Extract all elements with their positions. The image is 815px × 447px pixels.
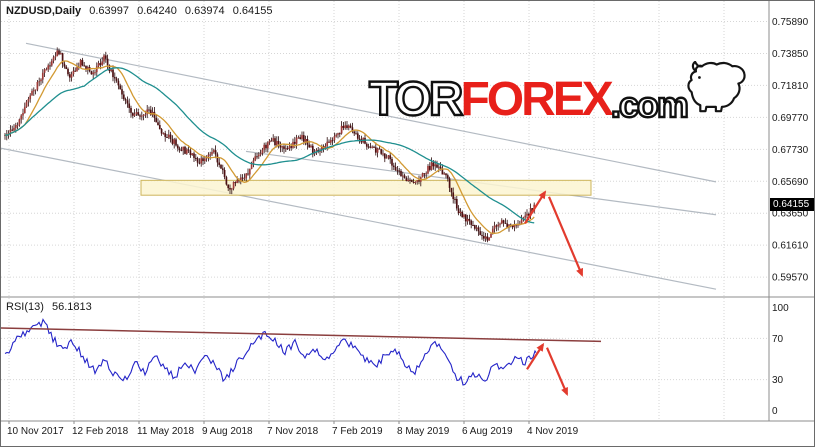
grid-lines	[1, 1, 769, 421]
svg-text:6 Aug 2019: 6 Aug 2019	[462, 426, 513, 437]
current-price-badge: 0.64155	[770, 198, 814, 211]
svg-text:0.63650: 0.63650	[772, 209, 809, 220]
channel-lines	[1, 42, 717, 290]
panel-separators	[1, 1, 814, 422]
svg-text:0.59570: 0.59570	[772, 273, 809, 284]
svg-text:0.65690: 0.65690	[772, 177, 809, 188]
rsi-forecast-arrows	[526, 342, 569, 396]
ma-fast-line	[4, 60, 535, 234]
svg-text:7 Feb 2019: 7 Feb 2019	[332, 426, 383, 437]
rsi-series	[4, 318, 537, 386]
svg-text:0.75890: 0.75890	[772, 17, 809, 28]
high-value: 0.64240	[137, 5, 177, 17]
svg-text:30: 30	[772, 375, 784, 386]
rsi-name: RSI(13)	[6, 301, 44, 313]
rsi-indicator-label: RSI(13) 56.1813	[6, 301, 92, 313]
svg-text:0.67730: 0.67730	[772, 145, 809, 156]
rsi-axis-labels: 100 70 30 0	[772, 303, 789, 417]
svg-text:70: 70	[772, 334, 784, 345]
resistance-zone	[140, 179, 592, 196]
svg-text:9 Aug 2018: 9 Aug 2018	[202, 426, 253, 437]
price-axis-labels: 0.75890 0.73850 0.71810 0.69770 0.67730 0.656…	[772, 17, 809, 284]
svg-text:8 May 2019: 8 May 2019	[397, 426, 450, 437]
svg-text:4 Nov 2019: 4 Nov 2019	[527, 426, 579, 437]
svg-text:0.71810: 0.71810	[772, 81, 809, 92]
svg-text:0.73850: 0.73850	[772, 49, 809, 60]
candlestick-series	[4, 47, 536, 243]
open-value: 0.63997	[89, 5, 130, 17]
low-value: 0.63974	[184, 5, 225, 17]
chart-title: NZDUSD,Daily 0.63997 0.64240 0.63974 0.6…	[6, 5, 273, 17]
forecast-arrows	[524, 190, 584, 277]
svg-text:0.69770: 0.69770	[772, 113, 809, 124]
svg-text:11 May 2018: 11 May 2018	[137, 426, 195, 437]
svg-text:100: 100	[772, 303, 789, 314]
svg-text:0.61610: 0.61610	[772, 241, 809, 252]
close-value: 0.64155	[232, 5, 273, 17]
symbol-timeframe-label: NZDUSD,Daily	[6, 5, 82, 17]
svg-text:12 Feb 2018: 12 Feb 2018	[72, 426, 129, 437]
rsi-value: 56.1813	[51, 301, 92, 313]
svg-text:7 Nov 2018: 7 Nov 2018	[267, 426, 319, 437]
svg-text:10 Nov 2017: 10 Nov 2017	[7, 426, 64, 437]
ma-slow-line	[4, 67, 535, 224]
rsi-trendline	[1, 327, 602, 343]
time-axis-labels: 10 Nov 2017 12 Feb 2018 11 May 2018 9 Aug 2…	[7, 421, 579, 437]
svg-text:0: 0	[772, 406, 778, 417]
